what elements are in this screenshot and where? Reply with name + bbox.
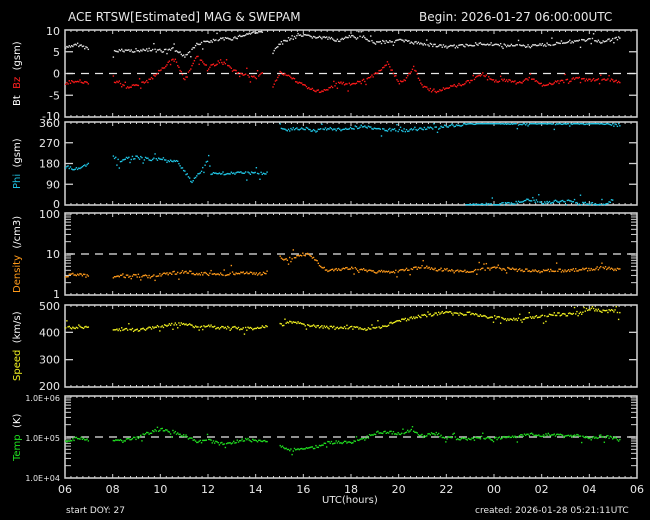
begin-time: Begin: 2026-01-27 06:00:00UTC	[419, 10, 613, 24]
x-tick-label: 00	[487, 483, 501, 496]
temp-panel: 1.0E+06 1.0E+05 1.0E+04	[25, 394, 638, 483]
y-tick-label: -5	[49, 89, 60, 102]
series-phi	[65, 123, 621, 184]
y-tick-label: 200	[39, 380, 60, 393]
x-tick-label: 10	[153, 483, 167, 496]
x-tick-label: 20	[392, 483, 406, 496]
created-timestamp: created: 2026-01-28 05:21:11UTC	[475, 506, 629, 516]
y-axis-label: Temp (K)	[12, 413, 23, 461]
x-axis-label: UTC(hours)	[322, 495, 378, 506]
series-temp	[65, 426, 621, 456]
y-tick-label: 300	[39, 354, 60, 367]
y-tick-label: -10	[42, 110, 60, 123]
y-tick-label: 90	[46, 178, 60, 191]
y-tick-label: 500	[39, 300, 60, 313]
x-tick-label: 08	[106, 483, 120, 496]
x-axis-ticks: 06 08 10 12 14 16 18 20 22 00 02 04 06	[58, 483, 644, 496]
density-panel: 100 10 1	[39, 208, 638, 301]
y-axis-label: Density (/cm3)	[12, 215, 23, 293]
y-tick-label: 0	[53, 68, 60, 81]
series-speed	[65, 306, 621, 335]
x-tick-label: 06	[630, 483, 644, 496]
y-tick-label: 10	[46, 25, 60, 38]
y-tick-label: 1.0E+05	[25, 434, 60, 443]
phi-panel: 360 270 180 90 0	[39, 117, 638, 211]
series-bz	[65, 55, 621, 94]
y-tick-label: 0	[53, 198, 60, 211]
x-tick-label: 02	[535, 483, 549, 496]
y-tick-label: 1	[53, 288, 60, 301]
x-tick-label: 04	[582, 483, 596, 496]
x-tick-label: 12	[201, 483, 215, 496]
x-tick-label: 16	[296, 483, 310, 496]
y-axis-label: Bt Bz (gsm)	[12, 40, 23, 106]
chart-title: ACE RTSW[Estimated] MAG & SWEPAM	[68, 10, 301, 24]
x-tick-label: 14	[249, 483, 263, 496]
x-tick-label: 06	[58, 483, 72, 496]
x-tick-label: 22	[439, 483, 453, 496]
y-tick-label: 1.0E+06	[25, 394, 60, 403]
y-tick-label: 400	[39, 326, 60, 339]
y-tick-label: 270	[39, 137, 60, 150]
y-tick-label: 180	[39, 158, 60, 171]
bt-bz-panel: 10 5 0 -5 -10	[42, 25, 638, 123]
y-tick-label: 1.0E+04	[25, 474, 60, 483]
x-tick-label: 18	[344, 483, 358, 496]
y-tick-label: 10	[46, 248, 60, 261]
series-bt	[65, 31, 621, 58]
y-tick-label: 360	[39, 117, 60, 130]
series-phi-wrap	[465, 194, 614, 206]
y-tick-label: 5	[53, 46, 60, 59]
series-density	[65, 249, 621, 282]
y-tick-label: 100	[39, 208, 60, 221]
y-axis-label: Speed (km/s)	[12, 311, 23, 381]
y-axis-label: Phi (gsm)	[12, 137, 23, 189]
speed-panel: 500 400 300 200	[39, 300, 638, 393]
start-doy: start DOY: 27	[66, 506, 125, 516]
